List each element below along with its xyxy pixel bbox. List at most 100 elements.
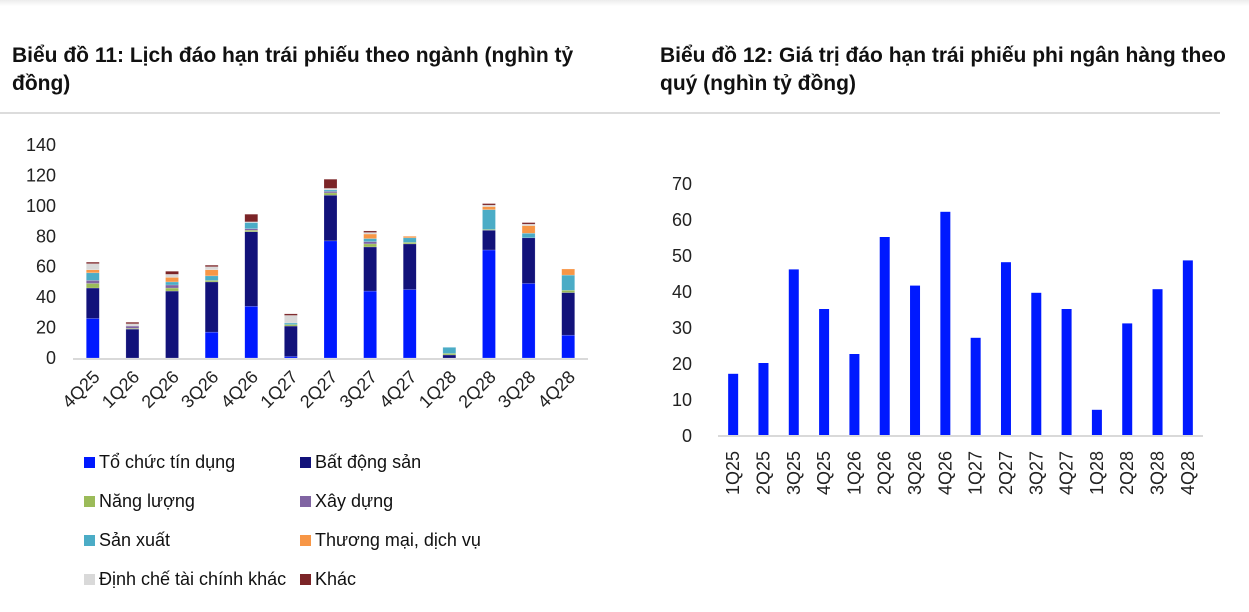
bar-segment	[402, 236, 417, 239]
bar-segment	[165, 271, 179, 275]
bar-segment	[86, 318, 100, 359]
legend-swatch-icon	[300, 456, 311, 468]
bar-stack	[521, 222, 536, 359]
top-edge-shadow	[0, 0, 1249, 6]
bar-stack	[363, 230, 377, 359]
x-tick-label: 2Q27	[996, 451, 1016, 495]
bar	[1122, 323, 1133, 435]
bar	[940, 211, 951, 435]
bar-segment	[125, 328, 140, 330]
bar-segment	[244, 231, 259, 307]
x-tick-label: 2Q28	[1117, 451, 1137, 495]
x-tick-label: 4Q25	[814, 451, 834, 495]
bar	[1061, 309, 1072, 435]
y-tick-label: 40	[672, 282, 692, 302]
bar-segment	[521, 222, 536, 225]
bar-stack	[165, 271, 179, 359]
y-tick-label: 20	[672, 354, 692, 374]
chart-11-stacked-bar: 0204060801001201404Q251Q262Q263Q264Q261Q…	[26, 135, 588, 412]
bar-stack	[402, 236, 417, 359]
x-tick-label: 1Q27	[966, 451, 986, 495]
legend-label: Khác	[315, 568, 357, 589]
legend-item: Khác	[300, 565, 550, 593]
bar-segment	[323, 240, 338, 359]
y-tick-label: 80	[36, 226, 56, 246]
legend-label: Xây dựng	[315, 490, 394, 511]
bar-segment	[561, 292, 575, 336]
bar-stack	[561, 268, 575, 359]
x-tick-label: 3Q25	[784, 451, 804, 495]
y-tick-label: 40	[36, 287, 56, 307]
y-tick-label: 70	[672, 174, 692, 194]
bar	[788, 269, 799, 435]
y-tick-label: 50	[672, 246, 692, 266]
legend-swatch-icon	[84, 456, 95, 468]
legend-item: Định chế tài chính khác	[84, 565, 300, 593]
y-tick-label: 60	[672, 210, 692, 230]
bar	[1031, 292, 1042, 435]
x-tick-label: 4Q28	[1178, 451, 1198, 495]
bar-segment	[86, 283, 100, 289]
legend-swatch-icon	[84, 573, 95, 585]
title-divider	[0, 112, 1220, 114]
bar-segment	[86, 261, 100, 264]
bar-stack	[482, 203, 496, 359]
legend-label: Tổ chức tín dụng	[99, 451, 236, 472]
y-tick-label: 0	[46, 348, 56, 368]
bar-stack	[204, 264, 219, 359]
bar-segment	[482, 203, 496, 206]
bar-stack	[323, 178, 338, 359]
y-tick-label: 140	[26, 135, 56, 155]
legend-swatch-icon	[300, 573, 311, 585]
chart-11-title: Biểu đồ 11: Lịch đáo hạn trái phiếu theo…	[12, 44, 574, 95]
bar-segment	[482, 204, 496, 207]
bar	[1182, 260, 1193, 435]
bar	[819, 309, 830, 435]
bar-segment	[323, 192, 338, 196]
legend-swatch-icon	[84, 534, 95, 546]
bar-segment	[244, 228, 259, 231]
legend-swatch-icon	[300, 495, 311, 507]
x-tick-label: 3Q26	[905, 451, 925, 495]
bar	[879, 237, 890, 435]
x-tick-label: 4Q27	[1057, 451, 1077, 495]
bar-segment	[165, 274, 179, 278]
x-tick-label: 3Q27	[1026, 451, 1046, 495]
legend-label: Định chế tài chính khác	[99, 568, 287, 589]
legend-swatch-icon	[84, 495, 95, 507]
bar-segment	[165, 284, 179, 289]
x-tick-label: 3Q28	[1148, 451, 1168, 495]
bar-segment	[521, 223, 536, 226]
x-tick-label: 1Q26	[844, 451, 864, 495]
bar-stack	[442, 347, 457, 359]
bar-segment	[244, 213, 259, 223]
y-tick-label: 120	[26, 165, 56, 185]
bar	[849, 354, 860, 435]
bar-stack	[86, 261, 100, 359]
y-tick-label: 60	[36, 257, 56, 277]
bar	[728, 373, 739, 435]
bar-stack	[244, 213, 259, 359]
legend-item: Sản xuất	[84, 526, 300, 554]
bar-segment	[363, 232, 377, 235]
x-tick-label: 2Q25	[753, 451, 773, 495]
x-tick-label: 1Q28	[1087, 451, 1107, 495]
legend-label: Bất động sản	[315, 451, 422, 472]
x-tick-label: 1Q25	[723, 451, 743, 495]
legend-swatch-icon	[300, 534, 311, 546]
bar	[910, 285, 921, 435]
bar-segment	[323, 178, 338, 189]
y-tick-label: 10	[672, 390, 692, 410]
legend-label: Sản xuất	[99, 529, 171, 550]
bar-segment	[442, 347, 457, 354]
legend-item: Thương mại, dịch vụ	[300, 526, 550, 554]
bar	[970, 337, 981, 435]
y-tick-label: 20	[36, 318, 56, 338]
bar-segment	[284, 313, 298, 316]
legend-item: Xây dựng	[300, 487, 550, 515]
bar-segment	[561, 268, 575, 276]
bar-stack	[125, 321, 140, 359]
y-tick-label: 100	[26, 196, 56, 216]
y-tick-label: 0	[682, 426, 692, 446]
